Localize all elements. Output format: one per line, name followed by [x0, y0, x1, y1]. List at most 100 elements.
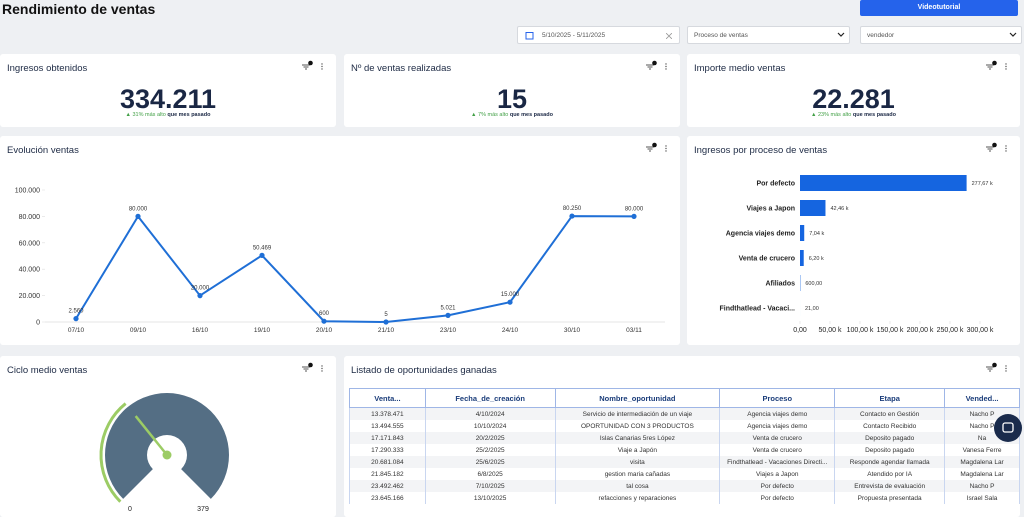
- gauge-max: 379: [197, 506, 209, 513]
- table-cell: 23.645.166: [349, 492, 426, 504]
- kpi-value: 22.281: [812, 84, 895, 114]
- filter-badge: [992, 142, 997, 148]
- x-tick-label: 100,00 k: [847, 327, 874, 334]
- column-header: Etapa: [834, 388, 946, 408]
- kpi-comparison: que mes pasado: [509, 112, 553, 118]
- filter-icon: [646, 64, 654, 70]
- kpi-change: ▲ 23% más alto: [811, 112, 852, 118]
- table-cell: 20/2/2025: [424, 432, 556, 444]
- menu-dot: [665, 147, 667, 150]
- point: [507, 299, 513, 305]
- table-cell: Islas Canarias 5res López: [554, 432, 721, 444]
- kpi-title: Nº de ventas realizadas: [351, 63, 452, 74]
- table-title: Listado de oportunidades ganadas: [351, 365, 497, 376]
- gauge-band: [105, 393, 229, 499]
- table-cell: Deposito pagado: [834, 444, 946, 456]
- menu-dot: [321, 65, 323, 68]
- date-filter[interactable]: 5/10/2025 - 5/11/2025: [517, 26, 680, 44]
- card-menu-icons: [986, 362, 1007, 372]
- value-label: 50.469: [253, 245, 272, 251]
- header-row: Venta... Fecha_de_creación Nombre_oportuni…: [349, 388, 1020, 408]
- menu-dot: [1005, 150, 1007, 152]
- table-cell: Magdalena Lar: [944, 468, 1020, 480]
- category-label: Por defecto: [756, 181, 795, 188]
- table-cell: 13/10/2025: [424, 492, 556, 504]
- point: [259, 252, 265, 258]
- kpi-change: ▲ 31% más alto: [125, 112, 166, 118]
- kpi-delta: ▲ 23% más alto que mes pasado: [687, 112, 1020, 118]
- column-header: Venta...: [349, 388, 426, 408]
- value-label: 600,00: [805, 281, 822, 287]
- line-card: Evolución ventas 0 20.000 40.000 60.000 80.0…: [0, 136, 680, 345]
- category-label: Afiliados: [765, 281, 795, 288]
- filter-badge: [992, 362, 997, 368]
- x-tick-label: 16/10: [192, 327, 209, 334]
- chat-button[interactable]: [994, 414, 1022, 442]
- x-tick-label: 23/10: [440, 327, 457, 334]
- kpi-value: 334.211: [119, 84, 217, 114]
- seller-placeholder: vendedor: [867, 32, 895, 39]
- table-cell: 17.171.843: [349, 432, 426, 444]
- column-header: Proceso: [719, 388, 836, 408]
- menu-dot: [665, 65, 667, 68]
- value-label: 21,00: [805, 306, 819, 312]
- card-menu-icons: [302, 362, 323, 372]
- table-cell: 7/10/2025: [424, 480, 556, 492]
- clear-icon[interactable]: [666, 33, 672, 39]
- table-cell: 6/8/2025: [424, 468, 556, 480]
- column-header: Vended...: [944, 388, 1020, 408]
- table-cell: Israel Sala: [944, 492, 1020, 504]
- table-cell: 13.494.555: [349, 420, 426, 432]
- menu-dot: [321, 63, 323, 65]
- videotutorial-button[interactable]: Videotutorial: [860, 0, 1018, 16]
- bar-chart: 0,00 50,00 k 100,00 k 150,00 k 200,00 k 250,0…: [720, 175, 994, 334]
- card-menu-icons: [646, 60, 667, 70]
- menu-dot: [1005, 147, 1007, 150]
- table-cell: 17.290.333: [349, 444, 426, 456]
- table-row: 23.492.462 7/10/2025 tal cosa Por defecto En…: [349, 480, 1020, 492]
- filter-icon: [302, 366, 310, 372]
- filter-badge: [652, 60, 657, 66]
- filter-icon: [986, 64, 994, 70]
- column-header: Nombre_oportunidad: [554, 388, 721, 408]
- kpi-card: Nº de ventas realizadas 15 ▲ 7% más alto…: [344, 54, 680, 127]
- value-label: 80.000: [625, 206, 644, 212]
- chevron: [837, 32, 845, 37]
- y-tick-label: 20.000: [19, 293, 41, 300]
- value-label: 6,20 k: [809, 256, 824, 262]
- menu-dot: [665, 63, 667, 65]
- table-row: 17.171.843 20/2/2025 Islas Canarias 5res L…: [349, 432, 1020, 444]
- menu-dot: [665, 145, 667, 147]
- page-title: Rendimiento de ventas: [2, 1, 156, 17]
- table-cell: 21.845.182: [349, 468, 426, 480]
- kpi-title: Importe medio ventas: [694, 63, 786, 74]
- x-tick-label: 50,00 k: [819, 327, 842, 334]
- kpi-title: Ingresos obtenidos: [7, 63, 88, 74]
- seller-filter[interactable]: vendedor: [860, 26, 1022, 44]
- menu-dot: [1005, 68, 1007, 70]
- table-cell: 25/6/2025: [424, 456, 556, 468]
- table-cell: Por defecto: [719, 480, 836, 492]
- table-cell: refacciones y reparaciones: [554, 492, 721, 504]
- table-cell: 25/2/2025: [424, 444, 556, 456]
- x-tick-label: 200,00 k: [907, 327, 934, 334]
- menu-dot: [321, 370, 323, 372]
- kpi-comparison: que mes pasado: [852, 112, 896, 118]
- gauge-needle: [134, 415, 168, 456]
- gauge-chart: 0 379: [99, 393, 229, 513]
- x-tick-label: 03/11: [626, 327, 642, 334]
- y-tick-label: 80.000: [19, 214, 41, 221]
- value-label: 277,67 k: [972, 181, 993, 187]
- category-label: Agencia viajes demo: [726, 231, 795, 238]
- value-label: 2.560: [68, 309, 84, 315]
- value-label: 600: [319, 311, 330, 317]
- column-header: Fecha_de_creación: [424, 388, 556, 408]
- table-cell: Entrevista de evaluación: [834, 480, 946, 492]
- calendar-icon: [525, 32, 534, 40]
- y-tick-label: 100.000: [15, 188, 40, 195]
- x-tick-label: 30/10: [564, 327, 581, 334]
- process-filter[interactable]: Proceso de ventas: [687, 26, 850, 44]
- chart-title: Evolución ventas: [7, 145, 79, 156]
